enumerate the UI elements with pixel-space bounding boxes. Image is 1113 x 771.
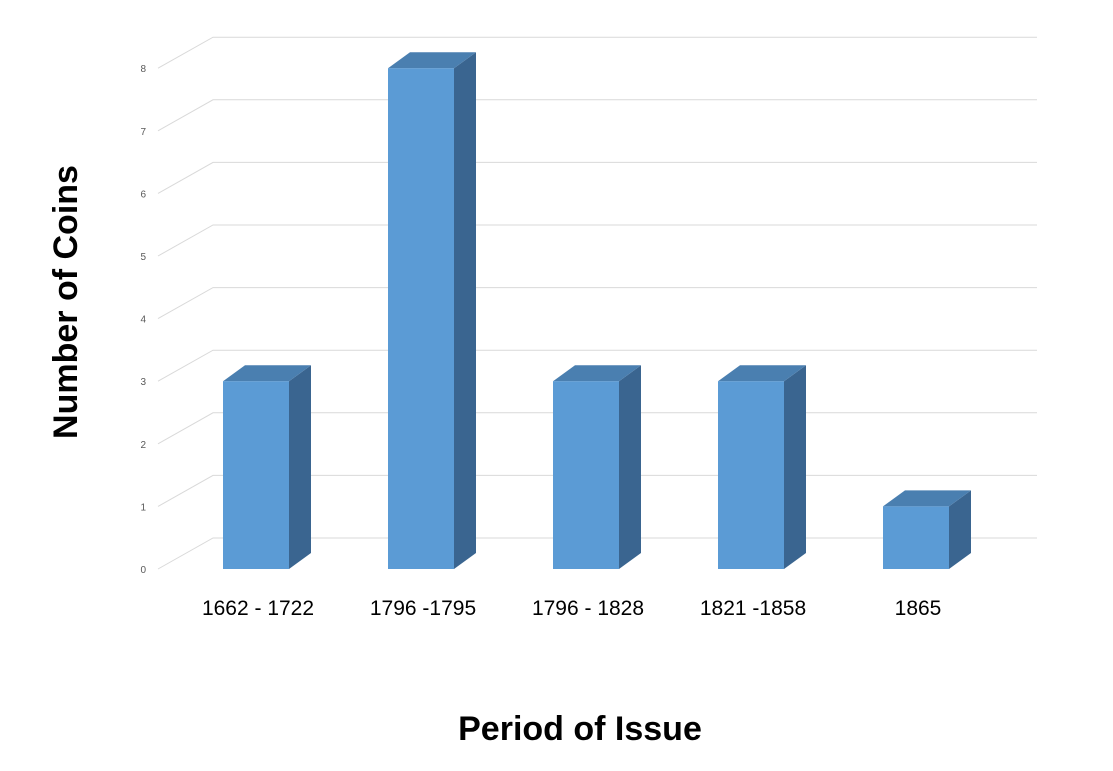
- bar: [883, 490, 971, 569]
- y-tick-label: 7: [140, 127, 146, 138]
- bar: [388, 52, 476, 569]
- x-tick-label: 1821 -1858: [700, 597, 806, 620]
- gridline: [157, 99, 1037, 132]
- gridline: [157, 161, 1037, 194]
- bar-side: [619, 365, 641, 569]
- bar: [223, 365, 311, 569]
- x-tick-label: 1865: [895, 597, 942, 620]
- bar-side: [784, 365, 806, 569]
- bar-front: [883, 506, 949, 569]
- y-tick-label: 5: [140, 252, 146, 263]
- gridline: [157, 349, 1037, 382]
- y-tick-label: 1: [140, 502, 146, 513]
- y-tick-label: 8: [140, 64, 146, 75]
- y-tick-label: 6: [140, 189, 146, 200]
- gridline: [157, 287, 1037, 320]
- bar-front: [553, 381, 619, 569]
- bar-front: [388, 68, 454, 569]
- x-tick-label: 1796 -1795: [370, 597, 476, 620]
- y-axis-title: Number of Coins: [47, 165, 85, 439]
- bar-side: [454, 52, 476, 569]
- x-axis-ticks: 1662 - 1722 1796 -1795 1796 - 1828 1821 -18…: [202, 597, 941, 620]
- bar-front: [718, 381, 784, 569]
- y-tick-label: 3: [140, 377, 146, 388]
- bar-top: [553, 365, 641, 382]
- bar-top: [388, 52, 476, 69]
- bars: [223, 52, 971, 569]
- gridlines: [157, 36, 1037, 570]
- bar-top: [223, 365, 311, 382]
- bar: [718, 365, 806, 569]
- y-axis-ticks: 0 1 2 3 4 5 6 7 8: [140, 64, 146, 576]
- x-tick-label: 1796 - 1828: [532, 597, 644, 620]
- bar-side: [289, 365, 311, 569]
- y-tick-label: 0: [140, 565, 146, 576]
- x-axis-title: Period of Issue: [458, 710, 702, 748]
- bar-top: [883, 490, 971, 507]
- bar-side: [949, 490, 971, 569]
- bar-top: [718, 365, 806, 382]
- bar-front: [223, 381, 289, 569]
- bar: [553, 365, 641, 569]
- gridline: [157, 224, 1037, 257]
- y-tick-label: 4: [140, 315, 146, 326]
- y-tick-label: 2: [140, 440, 146, 451]
- gridline: [157, 36, 1037, 69]
- x-tick-label: 1662 - 1722: [202, 597, 314, 620]
